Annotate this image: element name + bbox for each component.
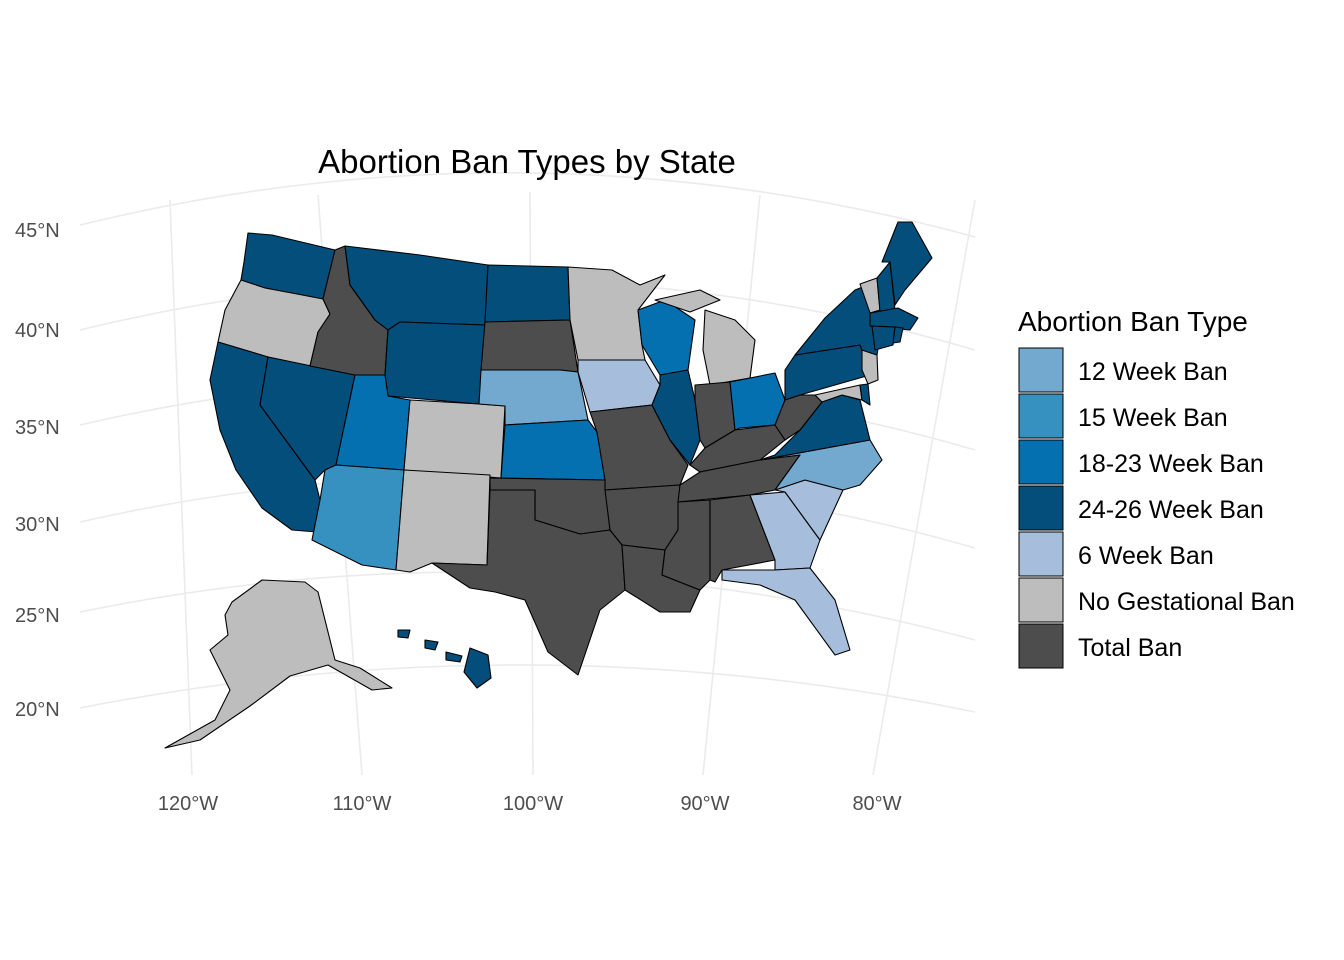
states-layer	[164, 221, 933, 749]
legend-label: No Gestational Ban	[1078, 588, 1295, 616]
state-alaska	[164, 579, 393, 749]
legend-item: No Gestational Ban	[1018, 577, 1295, 623]
state-new-mexico	[395, 469, 491, 573]
y-tick-label: 30°N	[15, 514, 60, 536]
legend-item: 18-23 Week Ban	[1018, 439, 1264, 485]
y-tick-label: 35°N	[15, 417, 60, 439]
legend-swatch	[1018, 531, 1064, 577]
state-kansas	[500, 419, 606, 481]
state-hawaii	[397, 629, 492, 689]
x-axis-labels: 120°W 110°W 100°W 90°W 80°W	[158, 793, 902, 815]
state-north-carolina	[759, 439, 883, 491]
state-iowa	[577, 359, 661, 413]
state-south-dakota	[480, 319, 579, 373]
legend-swatch	[1018, 623, 1064, 669]
legend-label: 15 Week Ban	[1078, 404, 1228, 432]
y-tick-label: 40°N	[15, 320, 60, 342]
state-arizona	[311, 464, 405, 571]
legend-swatch	[1018, 439, 1064, 485]
y-tick-label: 20°N	[15, 699, 60, 721]
legend-swatch	[1018, 485, 1064, 531]
state-connecticut	[871, 325, 896, 351]
legend-swatch	[1018, 577, 1064, 623]
state-maine	[881, 221, 933, 306]
legend-label: 18-23 Week Ban	[1078, 450, 1264, 478]
x-tick-label: 80°W	[852, 793, 901, 815]
legend-item: 15 Week Ban	[1018, 393, 1228, 439]
state-colorado	[403, 399, 506, 479]
x-tick-label: 120°W	[158, 793, 218, 815]
legend-item: 12 Week Ban	[1018, 347, 1228, 393]
legend-item: Total Ban	[1018, 623, 1182, 669]
y-axis-labels: 45°N 40°N 35°N 30°N 25°N 20°N	[15, 220, 60, 721]
legend: Abortion Ban Type 12 Week Ban 15 Week Ba…	[1018, 306, 1295, 669]
map-title: Abortion Ban Types by State	[318, 143, 736, 180]
legend-swatch	[1018, 347, 1064, 393]
x-tick-label: 110°W	[333, 793, 392, 815]
x-tick-label: 90°W	[680, 793, 729, 815]
legend-label: 6 Week Ban	[1078, 542, 1214, 570]
legend-title: Abortion Ban Type	[1018, 306, 1248, 337]
state-texas	[431, 489, 626, 676]
x-tick-label: 100°W	[503, 793, 563, 815]
state-wyoming	[384, 321, 486, 405]
state-florida	[721, 567, 851, 656]
y-tick-label: 45°N	[15, 220, 60, 242]
legend-label: Total Ban	[1078, 634, 1182, 662]
legend-label: 24-26 Week Ban	[1078, 496, 1264, 524]
state-north-dakota	[484, 264, 571, 323]
y-tick-label: 25°N	[15, 605, 60, 627]
legend-item: 24-26 Week Ban	[1018, 485, 1264, 531]
state-rhode-island	[892, 326, 904, 344]
state-massachusetts	[869, 307, 919, 331]
legend-swatch	[1018, 393, 1064, 439]
state-maryland	[814, 384, 863, 403]
state-delaware	[859, 383, 871, 406]
legend-label: 12 Week Ban	[1078, 358, 1228, 386]
legend-item: 6 Week Ban	[1018, 531, 1214, 577]
